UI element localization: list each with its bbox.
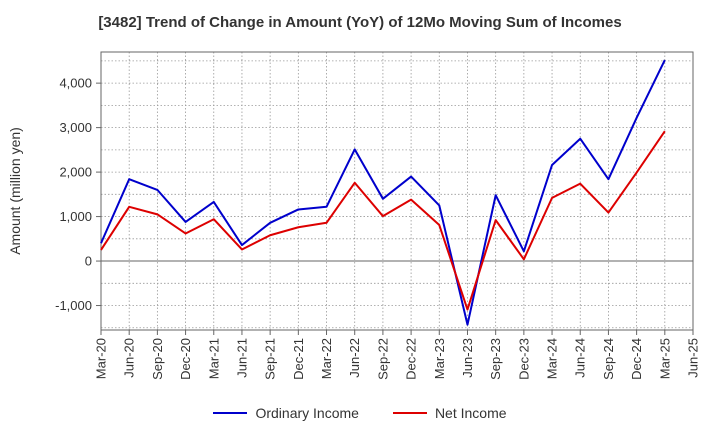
legend-item-net-income: Net Income (392, 405, 507, 421)
y-axis: -1,000 0 1,000 2,000 3,000 4,000 (55, 76, 101, 313)
plot-frame (100, 51, 694, 331)
x-tick-label: Mar-24 (545, 338, 560, 379)
x-tick-label: Mar-25 (657, 338, 672, 379)
x-tick-label: Sep-20 (150, 338, 165, 380)
x-tick-label: Sep-21 (263, 338, 278, 380)
y-tick-label: 4,000 (59, 76, 92, 91)
x-tick-label: Sep-24 (601, 338, 616, 380)
y-tick-label: 1,000 (59, 209, 92, 224)
x-tick-label: Sep-23 (488, 338, 503, 380)
x-tick-label: Dec-24 (629, 338, 644, 380)
x-tick-label: Jun-24 (573, 338, 588, 378)
series-line-net-income (100, 130, 666, 311)
x-tick-label: Dec-20 (178, 338, 193, 380)
x-tick-label: Mar-22 (319, 338, 334, 379)
series-line-ordinary-income (100, 59, 666, 326)
chart-title: [3482] Trend of Change in Amount (YoY) o… (98, 14, 622, 31)
y-tick-label: 0 (85, 254, 92, 269)
x-tick-label: Dec-22 (404, 338, 419, 380)
x-tick-label: Mar-20 (94, 338, 109, 379)
legend-swatch-ordinary-income (213, 412, 248, 414)
legend: Ordinary Income Net Income (0, 405, 720, 421)
x-tick-label: Jun-23 (460, 338, 475, 378)
legend-swatch-net-income (392, 412, 427, 414)
x-tick-label: Jun-20 (122, 338, 137, 378)
x-tick-label: Jun-25 (686, 338, 701, 378)
y-tick-label: 3,000 (59, 120, 92, 135)
legend-item-ordinary-income: Ordinary Income (213, 405, 359, 421)
series-group (100, 59, 666, 326)
x-tick-label: Dec-21 (291, 338, 306, 380)
x-axis: Mar-20 Jun-20 Sep-20 Dec-20 Mar-21 Jun-21 Sep-… (94, 330, 701, 380)
x-tick-label: Jun-22 (347, 338, 362, 378)
y-axis-label: Amount (million yen) (7, 127, 23, 255)
x-tick-label: Dec-23 (516, 338, 531, 380)
grid (100, 52, 694, 330)
y-tick-label: 2,000 (59, 165, 92, 180)
x-tick-label: Sep-22 (375, 338, 390, 380)
x-tick-label: Jun-21 (234, 338, 249, 378)
x-tick-label: Mar-23 (432, 338, 447, 379)
y-tick-label: -1,000 (55, 298, 92, 313)
legend-label-ordinary-income: Ordinary Income (255, 405, 359, 421)
x-tick-label: Mar-21 (206, 338, 221, 379)
legend-label-net-income: Net Income (434, 405, 507, 421)
